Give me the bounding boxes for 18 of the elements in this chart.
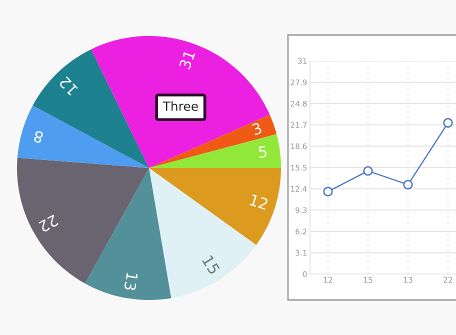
pie-slice — [149, 134, 281, 168]
data-label: 31 — [178, 50, 196, 70]
pie-slice — [149, 114, 277, 168]
data-label: 3 — [252, 122, 262, 136]
pie-slice — [32, 49, 149, 168]
pie-slice — [17, 105, 149, 168]
point — [443, 118, 453, 128]
data-label: 22 — [38, 214, 59, 233]
point — [403, 180, 413, 190]
text: Three — [162, 101, 198, 111]
point — [323, 186, 333, 196]
data-label: 12 — [249, 194, 268, 210]
point — [363, 166, 373, 176]
pie-slice — [84, 168, 172, 300]
data-label: 5 — [258, 146, 267, 158]
data-label: 12 — [58, 76, 78, 96]
pie-slice — [149, 168, 281, 246]
data-label: 8 — [33, 130, 44, 144]
